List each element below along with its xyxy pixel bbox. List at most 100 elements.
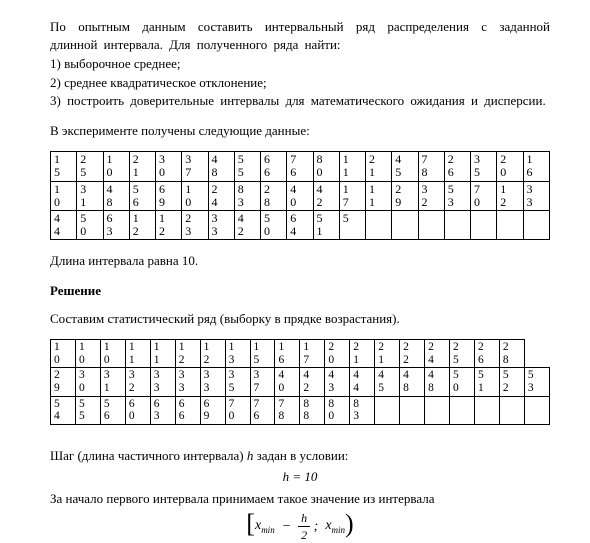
table-cell: 64: [287, 211, 313, 240]
table-cell: 88: [300, 396, 325, 424]
table-cell: 70: [225, 396, 250, 424]
step-text-b: задан в условии:: [253, 448, 348, 463]
table-cell: 21: [375, 340, 400, 368]
table-cell: 20: [497, 152, 523, 181]
table-cell: 42: [234, 211, 260, 240]
table-cell: 45: [392, 152, 418, 181]
table-cell: 33: [523, 181, 550, 210]
table-cell: 78: [418, 152, 444, 181]
table-cell: 21: [366, 152, 392, 181]
table-cell: 40: [275, 368, 300, 396]
formula-h: h = 10: [50, 468, 550, 486]
table-cell: [471, 211, 497, 240]
fraction-h-2: h 2: [298, 510, 310, 543]
table-cell: 11: [339, 152, 365, 181]
table-cell: 17: [300, 340, 325, 368]
list-item-2: 2) среднее квадратическое отклонение;: [50, 74, 550, 92]
table-cell: 12: [156, 211, 182, 240]
table-cell: [418, 211, 444, 240]
table-cell: 37: [250, 368, 275, 396]
table-cell: 80: [325, 396, 350, 424]
table-cell: 16: [523, 152, 550, 181]
table-cell: 50: [77, 211, 103, 240]
table-cell: [474, 396, 499, 424]
table-cell: 31: [100, 368, 125, 396]
table-cell: 53: [524, 368, 549, 396]
table-cell: [497, 211, 523, 240]
table-cell: 80: [313, 152, 339, 181]
intro-paragraph: По опытным данным составить интервальный…: [50, 18, 550, 53]
table-cell: 21: [129, 152, 155, 181]
table-cell: [375, 396, 400, 424]
table-cell: 63: [103, 211, 129, 240]
table-cell: 21: [350, 340, 375, 368]
table-cell: 10: [103, 152, 129, 181]
table-cell: 76: [250, 396, 275, 424]
table-cell: 16: [275, 340, 300, 368]
table-cell: 63: [150, 396, 175, 424]
interval-start-paragraph: За начало первого интервала принимаем та…: [50, 490, 550, 508]
table-cell: 69: [200, 396, 225, 424]
table-cell: [392, 211, 418, 240]
table-cell: 33: [200, 368, 225, 396]
table-cell: 26: [474, 340, 499, 368]
table-cell: 20: [325, 340, 350, 368]
table-cell: 10: [75, 340, 100, 368]
table-cell: 29: [51, 368, 76, 396]
table-cell: 51: [474, 368, 499, 396]
step-paragraph: Шаг (длина частичного интервала) h задан…: [50, 447, 550, 465]
data-table-1: 1525102130374855667680112145782635201610…: [50, 151, 550, 240]
table-cell: 24: [208, 181, 234, 210]
table-cell: [524, 396, 549, 424]
table-cell: [366, 211, 392, 240]
table-cell: 66: [175, 396, 200, 424]
table-cell: 78: [275, 396, 300, 424]
table-cell: 56: [129, 181, 155, 210]
table-cell: 12: [497, 181, 523, 210]
table-cell: 69: [156, 181, 182, 210]
table-cell: 43: [325, 368, 350, 396]
table-cell: 24: [425, 340, 450, 368]
table-cell: 53: [444, 181, 470, 210]
table-cell: 10: [51, 181, 77, 210]
table-cell: 31: [77, 181, 103, 210]
left-bracket-icon: [: [246, 514, 255, 535]
table-cell: 12: [200, 340, 225, 368]
table-cell: 10: [100, 340, 125, 368]
interval-formula: [xmin − h 2 ; xmin): [50, 510, 550, 543]
table-cell: 11: [150, 340, 175, 368]
table-cell: 37: [182, 152, 208, 181]
table-cell: 12: [129, 211, 155, 240]
table-cell: [450, 396, 475, 424]
xmin1: xmin: [255, 518, 275, 533]
table-cell: 48: [400, 368, 425, 396]
table-cell: 48: [103, 181, 129, 210]
table-cell: 22: [400, 340, 425, 368]
table-cell: [400, 396, 425, 424]
table-cell: 11: [366, 181, 392, 210]
solution-heading: Решение: [50, 282, 550, 300]
table-cell: 29: [392, 181, 418, 210]
table-cell: 48: [425, 368, 450, 396]
right-paren-icon: ): [345, 514, 354, 535]
interval-length: Длина интервала равна 10.: [50, 252, 550, 270]
table-cell: 5: [339, 211, 365, 240]
table-cell: 50: [261, 211, 287, 240]
xmin2: xmin: [325, 518, 345, 533]
table-cell: 15: [250, 340, 275, 368]
table-cell: [523, 211, 550, 240]
experiment-intro: В эксперименте получены следующие данные…: [50, 122, 550, 140]
table-cell: 44: [51, 211, 77, 240]
table-cell: 45: [375, 368, 400, 396]
table-cell: 66: [261, 152, 287, 181]
table-cell: 30: [156, 152, 182, 181]
table-cell: 10: [51, 340, 76, 368]
table-cell: 32: [418, 181, 444, 210]
table-cell: 35: [471, 152, 497, 181]
table-cell: 60: [125, 396, 150, 424]
table-cell: 83: [350, 396, 375, 424]
table-cell: 40: [287, 181, 313, 210]
table-cell: 44: [350, 368, 375, 396]
list-item-3: 3) построить доверительные интервалы для…: [50, 92, 550, 110]
table-cell: 23: [182, 211, 208, 240]
